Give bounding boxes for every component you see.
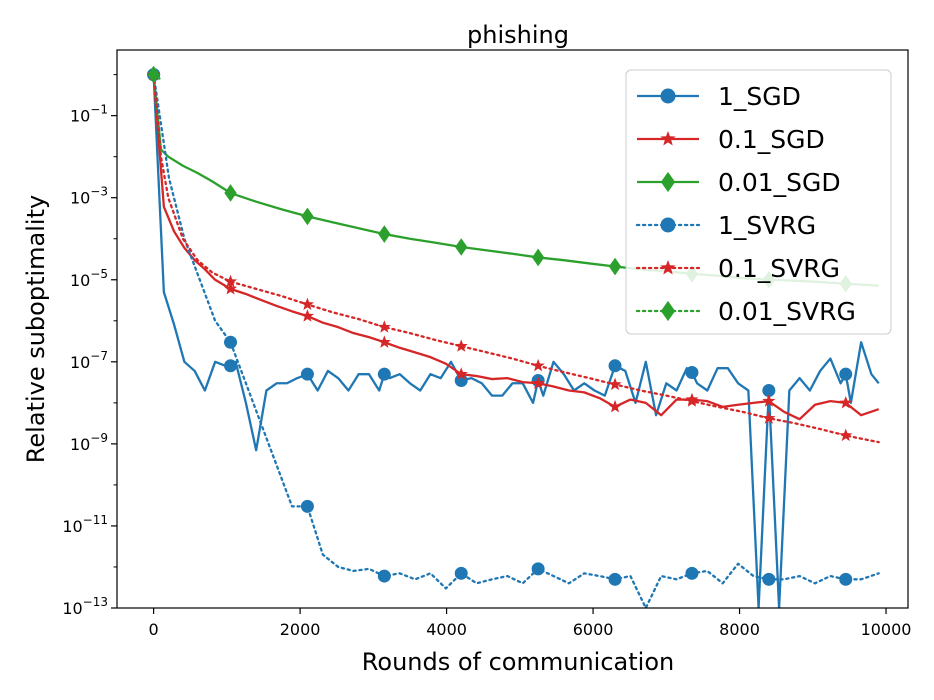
legend-marker — [660, 88, 676, 104]
x-axis-label: Rounds of communication — [362, 648, 674, 676]
plot-frame — [116, 49, 909, 609]
data-point-0.1_SGD — [531, 376, 545, 389]
data-point-1_SGD — [224, 359, 238, 373]
legend-item: 0.1_SVRG — [635, 254, 840, 283]
data-point-0.1_SGD — [608, 399, 622, 413]
legend-label: 0.1_SGD — [718, 125, 825, 154]
y-tick-label: 10−1 — [70, 103, 108, 126]
data-point-0.01_SGD — [378, 225, 391, 243]
data-point-0.1_SGD — [300, 309, 314, 322]
x-axis: 0 2000 4000 6000 8000 10000 — [149, 608, 912, 639]
data-point-1_SVRG — [377, 569, 391, 583]
data-point-0.1_SVRG — [300, 297, 314, 311]
data-point-1_SVRG — [685, 566, 699, 580]
y-tick-label: 10−11 — [62, 513, 108, 536]
data-point-0.01_SGD — [301, 207, 314, 226]
data-point-1_SVRG — [839, 572, 853, 586]
x-tick-label: 6000 — [573, 620, 614, 639]
series-line-0.1_SVRG — [152, 73, 880, 444]
legend-marker — [660, 300, 676, 322]
data-point-0.1_SVRG — [762, 411, 776, 424]
y-tick-label: 10−13 — [62, 595, 108, 618]
data-point-0.1_SVRG — [685, 394, 699, 407]
series-line-1_SVRG — [152, 73, 880, 608]
legend: 1_SGD 0.1_SGD 0.01_SGD 1_SVRG 0.1_SVRG 0.01_S… — [625, 69, 892, 335]
data-point-1_SVRG — [300, 499, 314, 513]
data-point-0.1_SVRG — [223, 274, 238, 288]
y-tick-label: 10−7 — [70, 349, 108, 372]
data-point-1_SGD — [839, 367, 853, 381]
data-point-1_SGD — [608, 359, 622, 373]
data-point-1_SVRG — [762, 572, 776, 586]
y-tick-label: 10−3 — [70, 185, 108, 208]
data-point-1_SGD — [300, 367, 314, 381]
data-point-1_SVRG — [454, 566, 468, 580]
series-0.01_SVRG — [147, 65, 161, 84]
x-tick-label: 2000 — [280, 620, 321, 639]
y-axis-label: Relative suboptimality — [22, 195, 50, 463]
legend-marker — [660, 259, 676, 275]
data-point-0.01_SGD — [455, 238, 468, 256]
data-point-0.01_SGD — [531, 248, 545, 267]
x-tick-label: 10000 — [861, 620, 912, 639]
data-point-0.1_SVRG — [608, 377, 622, 391]
legend-marker — [660, 171, 676, 193]
data-point-0.1_SVRG — [377, 320, 391, 333]
y-tick-label: 10−5 — [70, 267, 108, 290]
data-point-0.1_SGD — [223, 281, 238, 295]
data-point-0.01_SGD — [224, 184, 237, 202]
data-point-0.1_SGD — [762, 394, 776, 407]
legend-item: 1_SVRG — [635, 211, 816, 240]
data-point-1_SGD — [377, 367, 391, 381]
y-tick-label: 10−9 — [70, 431, 108, 454]
legend-marker — [660, 130, 676, 146]
data-point-1_SVRG — [608, 572, 622, 586]
legend-item: 0.01_SVRG — [635, 297, 856, 326]
data-point-0.1_SVRG — [839, 428, 853, 442]
data-point-1_SVRG — [531, 562, 545, 576]
legend-label: 1_SVRG — [718, 211, 816, 240]
data-point-1_SVRG — [224, 335, 238, 349]
legend-label: 0.01_SVRG — [718, 297, 856, 326]
legend-label: 0.01_SGD — [718, 168, 841, 197]
legend-item: 0.1_SGD — [637, 125, 825, 154]
data-point-0.1_SVRG — [531, 358, 545, 372]
legend-item: 0.01_SGD — [637, 168, 841, 197]
data-point-1_SGD — [762, 384, 776, 398]
x-tick-label: 4000 — [426, 620, 467, 639]
data-point-1_SGD — [685, 365, 699, 379]
legend-label: 0.1_SVRG — [718, 254, 840, 283]
series-line-0.1_SGD — [152, 74, 880, 421]
data-point-0.01_SVRG — [147, 65, 160, 84]
chart-title: phishing — [467, 21, 569, 49]
data-point-0.01_SGD — [608, 257, 622, 276]
y-axis: 10−1 10−3 10−5 10−7 10−9 10−11 10−13 — [62, 74, 117, 618]
x-tick-label: 8000 — [719, 620, 760, 639]
series-1_SVRG — [147, 68, 880, 608]
legend-item: 1_SGD — [637, 82, 801, 111]
data-point-0.1_SGD — [377, 335, 391, 348]
data-point-0.1_SVRG — [454, 339, 468, 352]
legend-label: 1_SGD — [718, 82, 801, 111]
x-tick-label: 0 — [149, 620, 159, 639]
legend-marker — [660, 217, 676, 233]
data-point-0.1_SGD — [454, 367, 468, 380]
data-point-0.1_SGD — [839, 395, 853, 409]
